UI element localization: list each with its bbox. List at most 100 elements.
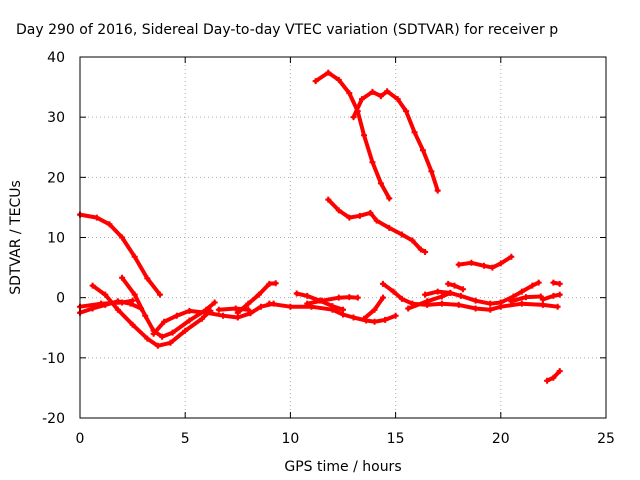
data-point: [335, 76, 342, 83]
data-point: [346, 294, 353, 301]
series-line-23: [326, 197, 428, 254]
data-point: [371, 306, 378, 313]
data-point: [358, 96, 365, 103]
series-line-12: [362, 295, 385, 321]
series-layer: [77, 69, 563, 384]
data-point: [455, 261, 462, 268]
y-tick-label: -10: [42, 351, 65, 367]
data-point: [529, 282, 536, 289]
y-tick-label: 20: [47, 170, 65, 186]
data-point: [451, 282, 458, 289]
data-point: [428, 168, 435, 175]
data-point: [487, 306, 494, 313]
data-point: [556, 280, 563, 287]
y-axis-label: SDTVAR / TECUs: [8, 180, 24, 295]
data-point: [356, 212, 363, 219]
data-point: [361, 315, 368, 322]
x-tick-label: 10: [281, 431, 299, 447]
y-tick-label: 40: [47, 50, 65, 66]
plot-frame: [79, 56, 607, 419]
x-tick-label: 20: [492, 431, 510, 447]
data-point: [340, 306, 346, 313]
data-point: [371, 318, 378, 325]
data-point: [455, 301, 462, 308]
data-point: [518, 288, 525, 295]
data-point: [394, 96, 401, 103]
data-point: [550, 292, 557, 299]
data-point: [329, 303, 336, 310]
data-point: [106, 221, 113, 228]
data-point: [167, 339, 174, 346]
data-point: [142, 312, 149, 319]
data-point: [472, 297, 479, 304]
data-point: [346, 90, 353, 97]
data-point: [377, 180, 384, 187]
data-point: [119, 299, 126, 306]
data-point: [318, 297, 325, 304]
data-point: [382, 316, 389, 323]
data-point: [144, 275, 151, 282]
data-point: [346, 214, 353, 221]
data-point: [114, 306, 121, 313]
data-point: [266, 280, 273, 287]
data-point: [361, 132, 368, 139]
data-point: [159, 333, 166, 340]
ticks: 0 5 10 15 20 25 -20 -10 0 10 20 30 40: [42, 50, 615, 447]
x-tick-label: 15: [387, 431, 405, 447]
data-point: [350, 114, 357, 121]
data-point: [497, 260, 504, 267]
chart-title: Day 290 of 2016, Sidereal Day-to-day VTE…: [16, 22, 558, 38]
data-point: [544, 377, 551, 384]
data-point: [335, 294, 342, 301]
data-point: [129, 321, 136, 328]
x-tick-label: 0: [76, 431, 85, 447]
x-tick-label: 25: [597, 431, 615, 447]
data-point: [245, 306, 252, 313]
data-point: [211, 299, 218, 306]
data-point: [386, 195, 393, 202]
data-point: [156, 291, 163, 298]
data-point: [508, 253, 515, 260]
data-point: [497, 299, 504, 306]
data-point: [539, 296, 546, 303]
data-point: [304, 300, 311, 307]
data-point: [199, 315, 206, 322]
data-point: [472, 305, 479, 312]
data-point: [379, 280, 386, 287]
data-point: [445, 280, 452, 287]
data-point: [354, 294, 361, 301]
data-point: [422, 291, 429, 298]
series-line-21: [313, 70, 392, 201]
data-point: [373, 217, 380, 224]
data-point: [169, 329, 176, 336]
data-point: [144, 335, 151, 342]
data-point: [369, 159, 376, 166]
data-point: [434, 187, 441, 194]
data-point: [459, 286, 466, 293]
data-point: [523, 294, 530, 301]
data-point: [245, 300, 252, 307]
data-point: [405, 305, 412, 312]
data-point: [93, 214, 100, 221]
data-point: [556, 368, 563, 375]
data-point: [424, 298, 431, 305]
data-point: [257, 303, 264, 310]
data-point: [287, 303, 294, 310]
y-tick-label: 10: [47, 231, 65, 247]
data-point: [131, 291, 138, 298]
data-point: [312, 78, 319, 85]
data-point: [369, 88, 376, 95]
y-tick-label: 30: [47, 110, 65, 126]
data-point: [266, 300, 273, 307]
data-point: [550, 374, 557, 381]
data-point: [480, 262, 487, 269]
data-point: [409, 237, 416, 244]
data-point: [468, 259, 475, 266]
data-point: [411, 129, 418, 136]
data-point: [247, 310, 254, 317]
data-point: [392, 312, 399, 319]
data-point: [489, 264, 496, 271]
data-point: [186, 307, 193, 314]
data-point: [377, 93, 384, 100]
data-point: [232, 305, 239, 312]
